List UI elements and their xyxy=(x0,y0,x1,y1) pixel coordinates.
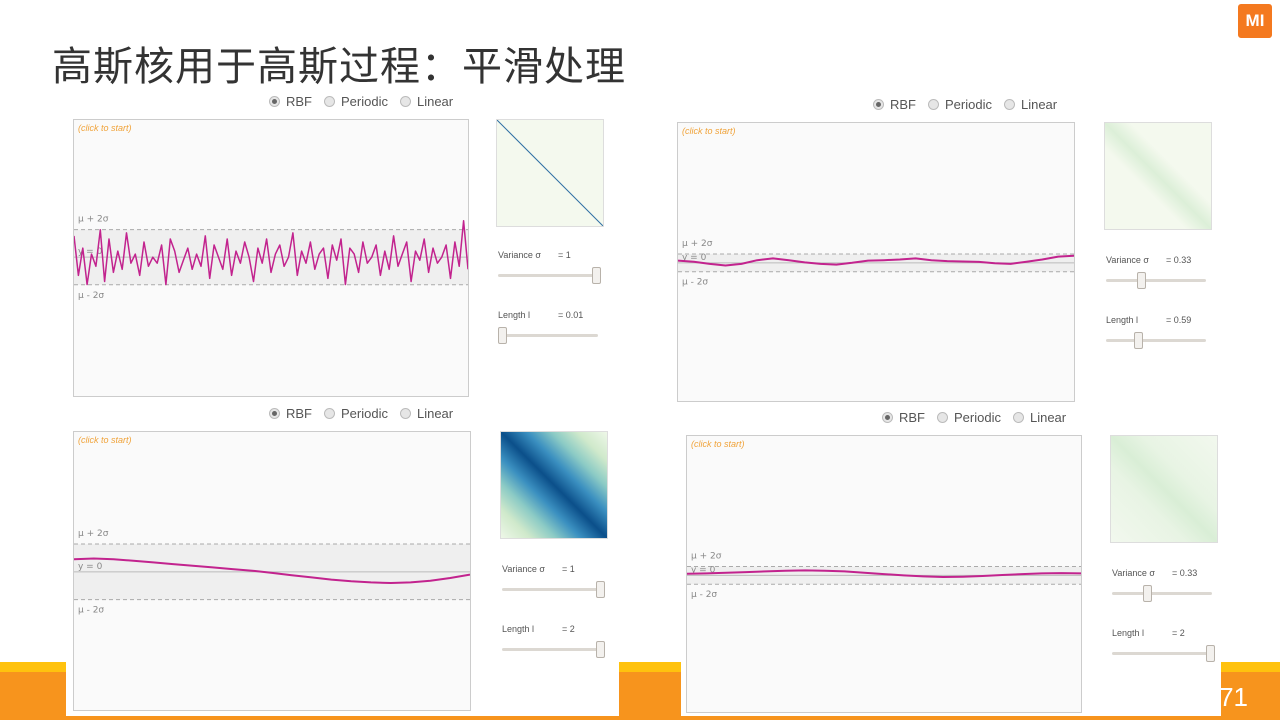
kernel-label-linear[interactable]: Linear xyxy=(416,406,454,421)
length-slider[interactable] xyxy=(1106,332,1206,349)
length-value: = 2 xyxy=(1172,628,1185,638)
covariance-matrix-image xyxy=(1110,435,1218,543)
variance-slider-handle[interactable] xyxy=(1137,272,1147,289)
variance-slider[interactable] xyxy=(502,581,605,598)
variance-slider-handle[interactable] xyxy=(592,267,601,284)
length-slider-handle[interactable] xyxy=(1206,645,1215,662)
covariance-matrix-image xyxy=(1104,122,1212,230)
gp-sample-curve xyxy=(678,254,1074,267)
click-to-start-hint[interactable]: (click to start) xyxy=(691,439,745,449)
kernel-label-periodic[interactable]: Periodic xyxy=(341,94,388,109)
kernel-radio-rbf[interactable] xyxy=(873,99,884,110)
kernel-selector: RBF Periodic Linear xyxy=(263,94,453,109)
kernel-label-rbf[interactable]: RBF xyxy=(899,410,925,425)
kernel-label-linear[interactable]: Linear xyxy=(1020,97,1058,112)
kernel-label-rbf[interactable]: RBF xyxy=(286,94,312,109)
click-to-start-hint[interactable]: (click to start) xyxy=(682,126,736,136)
gp-sample-plot[interactable]: (click to start) μ + 2σ y = 0 μ - 2σ xyxy=(73,119,469,397)
plot-canvas: μ + 2σ y = 0 μ - 2σ xyxy=(687,552,1081,600)
length-value: = 0.59 xyxy=(1166,315,1192,325)
variance-slider-handle[interactable] xyxy=(1143,585,1153,602)
kernel-radio-rbf[interactable] xyxy=(269,408,280,419)
kernel-label-periodic[interactable]: Periodic xyxy=(945,97,992,112)
variance-slider[interactable] xyxy=(1106,272,1206,289)
kernel-label-periodic[interactable]: Periodic xyxy=(341,406,388,421)
click-to-start-hint[interactable]: (click to start) xyxy=(78,123,132,133)
variance-value: = 0.33 xyxy=(1166,255,1192,265)
length-slider[interactable] xyxy=(502,641,605,658)
length-label: Length l xyxy=(1106,315,1139,325)
length-slider[interactable] xyxy=(498,327,598,344)
band-label-mean: y = 0 xyxy=(691,565,716,575)
band-label-upper: μ + 2σ xyxy=(691,552,722,562)
kernel-radio-linear[interactable] xyxy=(399,408,411,419)
gp-sample-plot[interactable]: (click to start) μ + 2σ y = 0 μ - 2σ xyxy=(73,431,471,711)
length-label: Length l xyxy=(502,624,535,634)
kernel-radio-linear[interactable] xyxy=(1003,99,1015,110)
variance-slider[interactable] xyxy=(1112,585,1212,602)
kernel-radio-linear[interactable] xyxy=(399,96,411,107)
variance-label: Variance σ xyxy=(502,564,545,574)
plot-canvas: μ + 2σ y = 0 μ - 2σ xyxy=(74,529,470,616)
length-slider-handle[interactable] xyxy=(1134,332,1144,349)
band-label-lower: μ - 2σ xyxy=(682,278,708,288)
plot-canvas: μ + 2σ y = 0 μ - 2σ xyxy=(74,215,468,301)
band-label-upper: μ + 2σ xyxy=(78,529,109,539)
kernel-radio-periodic[interactable] xyxy=(324,96,335,107)
length-slider-handle[interactable] xyxy=(498,327,507,344)
footer-stripe xyxy=(0,662,1280,672)
kernel-radio-periodic[interactable] xyxy=(937,412,948,423)
band-label-lower: μ - 2σ xyxy=(691,590,717,600)
kernel-label-rbf[interactable]: RBF xyxy=(890,97,916,112)
plot-canvas: μ + 2σ y = 0 μ - 2σ xyxy=(678,239,1074,288)
band-label-mean: y = 0 xyxy=(78,247,103,257)
band-label-mean: y = 0 xyxy=(78,562,103,572)
band-label-upper: μ + 2σ xyxy=(682,239,713,249)
kernel-radio-rbf[interactable] xyxy=(882,412,893,423)
variance-label: Variance σ xyxy=(498,250,541,260)
kernel-radio-rbf[interactable] xyxy=(269,96,280,107)
length-value: = 0.01 xyxy=(558,310,584,320)
covariance-matrix-image xyxy=(500,431,608,539)
variance-value: = 0.33 xyxy=(1172,568,1198,578)
length-slider[interactable] xyxy=(1112,645,1215,662)
kernel-label-rbf[interactable]: RBF xyxy=(286,406,312,421)
variance-label: Variance σ xyxy=(1106,255,1149,265)
kernel-radio-periodic[interactable] xyxy=(928,99,939,110)
variance-slider[interactable] xyxy=(498,267,601,284)
kernel-selector: RBF Periodic Linear xyxy=(876,410,1066,425)
kernel-label-linear[interactable]: Linear xyxy=(416,94,454,109)
variance-label: Variance σ xyxy=(1112,568,1155,578)
band-label-mean: y = 0 xyxy=(682,253,707,263)
gp-sample-curve xyxy=(74,557,470,584)
kernel-label-periodic[interactable]: Periodic xyxy=(954,410,1001,425)
kernel-radio-linear[interactable] xyxy=(1012,412,1024,423)
variance-value: = 1 xyxy=(562,564,575,574)
band-label-lower: μ - 2σ xyxy=(78,606,104,616)
kernel-selector: RBF Periodic Linear xyxy=(867,97,1057,112)
kernel-label-linear[interactable]: Linear xyxy=(1029,410,1067,425)
gp-sample-plot[interactable]: (click to start) μ + 2σ y = 0 μ - 2σ xyxy=(677,122,1075,402)
length-slider-handle[interactable] xyxy=(596,641,605,658)
variance-value: = 1 xyxy=(558,250,571,260)
page-number: 71 xyxy=(1219,682,1248,712)
length-label: Length l xyxy=(498,310,531,320)
gp-sample-curve xyxy=(687,569,1081,578)
kernel-radio-periodic[interactable] xyxy=(324,408,335,419)
kernel-selector: RBF Periodic Linear xyxy=(263,406,453,421)
length-value: = 2 xyxy=(562,624,575,634)
gp-sample-plot[interactable]: (click to start) μ + 2σ y = 0 μ - 2σ xyxy=(686,435,1082,713)
band-label-upper: μ + 2σ xyxy=(78,215,109,225)
variance-slider-handle[interactable] xyxy=(596,581,605,598)
gp-sample-curve xyxy=(74,219,468,286)
covariance-matrix-image xyxy=(496,119,604,227)
band-label-lower: μ - 2σ xyxy=(78,291,104,301)
slide-title: 高斯核用于高斯过程：平滑处理 xyxy=(52,44,626,90)
click-to-start-hint[interactable]: (click to start) xyxy=(78,435,132,445)
mi-logo: MI xyxy=(1238,4,1272,38)
length-label: Length l xyxy=(1112,628,1145,638)
